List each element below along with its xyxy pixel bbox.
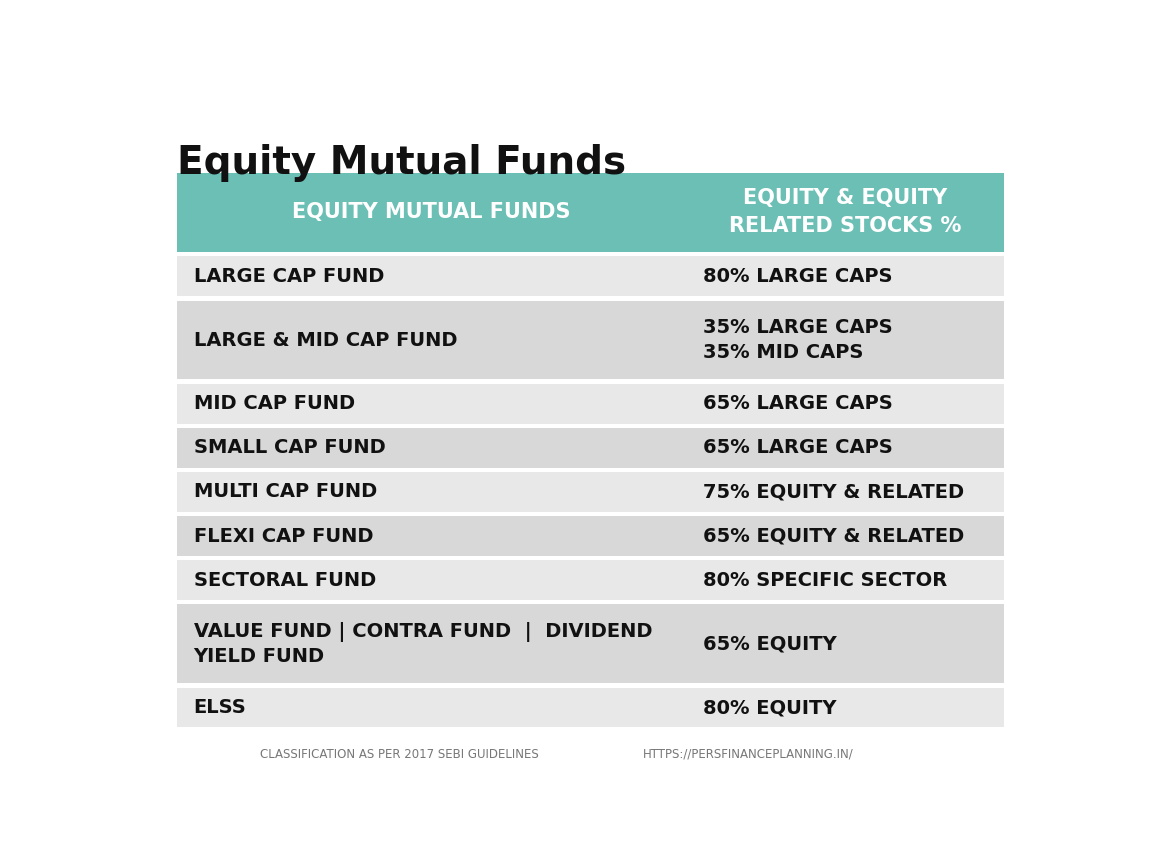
Bar: [176, 173, 685, 252]
Text: CLASSIFICATION AS PER 2017 SEBI GUIDELINES: CLASSIFICATION AS PER 2017 SEBI GUIDELIN…: [260, 748, 539, 761]
Bar: [176, 473, 685, 511]
Bar: [176, 517, 685, 556]
Text: LARGE & MID CAP FUND: LARGE & MID CAP FUND: [194, 331, 457, 350]
Bar: [685, 173, 1005, 252]
Bar: [176, 467, 1005, 473]
Bar: [176, 561, 685, 600]
Text: 80% SPECIFIC SECTOR: 80% SPECIFIC SECTOR: [703, 570, 947, 589]
Bar: [685, 688, 1005, 727]
Text: 65% EQUITY: 65% EQUITY: [703, 634, 836, 653]
Bar: [176, 379, 1005, 384]
Bar: [176, 556, 1005, 561]
Bar: [685, 561, 1005, 600]
Text: 65% LARGE CAPS: 65% LARGE CAPS: [703, 438, 893, 457]
Bar: [176, 257, 685, 296]
Text: Equity Mutual Funds: Equity Mutual Funds: [176, 143, 626, 181]
Bar: [176, 429, 685, 467]
Text: EQUITY & EQUITY
RELATED STOCKS %: EQUITY & EQUITY RELATED STOCKS %: [729, 188, 961, 237]
Bar: [176, 252, 1005, 257]
Bar: [685, 257, 1005, 296]
Bar: [176, 384, 685, 423]
Bar: [176, 423, 1005, 429]
Bar: [685, 429, 1005, 467]
Text: 65% EQUITY & RELATED: 65% EQUITY & RELATED: [703, 526, 964, 545]
Bar: [176, 600, 1005, 605]
Text: MID CAP FUND: MID CAP FUND: [194, 394, 355, 413]
Bar: [176, 683, 1005, 688]
Text: VALUE FUND | CONTRA FUND  |  DIVIDEND
YIELD FUND: VALUE FUND | CONTRA FUND | DIVIDEND YIEL…: [194, 622, 652, 666]
Bar: [685, 301, 1005, 379]
Bar: [176, 301, 685, 379]
Bar: [685, 517, 1005, 556]
Bar: [176, 296, 1005, 301]
Bar: [176, 605, 685, 683]
Text: LARGE CAP FUND: LARGE CAP FUND: [194, 267, 384, 286]
Text: 80% LARGE CAPS: 80% LARGE CAPS: [703, 267, 892, 286]
Text: 80% EQUITY: 80% EQUITY: [703, 698, 836, 717]
Text: FLEXI CAP FUND: FLEXI CAP FUND: [194, 526, 373, 545]
Text: EQUITY MUTUAL FUNDS: EQUITY MUTUAL FUNDS: [291, 202, 570, 222]
Text: 35% LARGE CAPS
35% MID CAPS: 35% LARGE CAPS 35% MID CAPS: [703, 319, 893, 362]
Bar: [685, 473, 1005, 511]
Bar: [176, 688, 685, 727]
Text: 75% EQUITY & RELATED: 75% EQUITY & RELATED: [703, 482, 964, 501]
Bar: [685, 384, 1005, 423]
Text: SMALL CAP FUND: SMALL CAP FUND: [194, 438, 386, 457]
Text: 65% LARGE CAPS: 65% LARGE CAPS: [703, 394, 893, 413]
Text: MULTI CAP FUND: MULTI CAP FUND: [194, 482, 377, 501]
Bar: [685, 605, 1005, 683]
Bar: [176, 511, 1005, 517]
Text: ELSS: ELSS: [194, 698, 247, 717]
Text: HTTPS://PERSFINANCEPLANNING.IN/: HTTPS://PERSFINANCEPLANNING.IN/: [643, 748, 854, 761]
Text: SECTORAL FUND: SECTORAL FUND: [194, 570, 376, 589]
